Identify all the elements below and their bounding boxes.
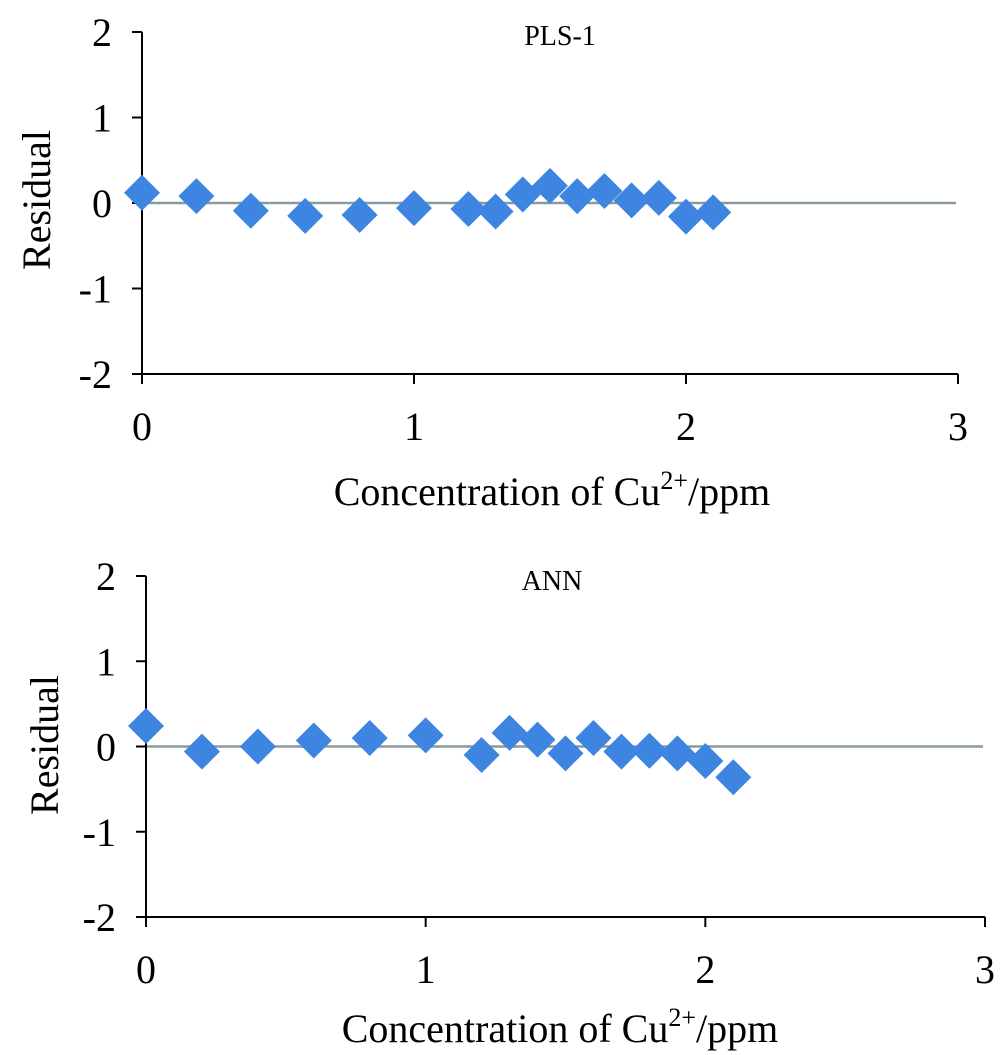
y-tick-label: -1 bbox=[83, 810, 116, 855]
data-point bbox=[287, 197, 324, 234]
data-point bbox=[341, 196, 378, 233]
x-axis-label-superscript: 2+ bbox=[660, 466, 688, 495]
y-tick-label: 2 bbox=[92, 10, 112, 55]
data-point bbox=[547, 735, 584, 772]
axes bbox=[136, 575, 986, 927]
data-point bbox=[183, 733, 220, 770]
chart-title: ANN bbox=[522, 566, 583, 597]
data-points bbox=[124, 167, 732, 235]
x-axis-label-unit: /ppm bbox=[696, 1006, 778, 1051]
data-point bbox=[575, 719, 612, 756]
data-point bbox=[178, 178, 215, 215]
data-point bbox=[603, 733, 640, 770]
data-point bbox=[463, 737, 500, 774]
y-tick-labels: 2 1 0 -1 -2 bbox=[83, 554, 116, 940]
data-point bbox=[659, 735, 696, 772]
y-axis-label: Residual bbox=[22, 675, 67, 815]
y-tick-label: 1 bbox=[96, 639, 116, 684]
data-point bbox=[239, 728, 276, 765]
data-point bbox=[396, 190, 432, 227]
data-point bbox=[631, 732, 668, 769]
data-point bbox=[124, 174, 160, 211]
data-point bbox=[559, 178, 596, 215]
chart-title: PLS-1 bbox=[524, 21, 596, 52]
data-point bbox=[351, 719, 388, 756]
data-point bbox=[295, 722, 332, 759]
x-axis-label: Concentration of Cu2+/ppm bbox=[334, 466, 771, 514]
x-tick-label: 2 bbox=[695, 947, 715, 992]
x-tick-label: 3 bbox=[975, 947, 995, 992]
data-point bbox=[613, 182, 650, 219]
data-point bbox=[668, 198, 704, 235]
data-point bbox=[407, 717, 444, 754]
chart-pls-1: PLS-1 2 1 0 -1 -2 0 1 2 3 Residual Concentratio… bbox=[14, 10, 968, 514]
data-point bbox=[519, 721, 556, 758]
y-tick-label: 1 bbox=[92, 96, 112, 141]
x-tick-label: 0 bbox=[132, 404, 152, 449]
x-tick-label: 0 bbox=[136, 947, 156, 992]
x-axis-label-unit: /ppm bbox=[688, 469, 770, 514]
x-axis-label-main: Concentration of Cu bbox=[342, 1006, 669, 1051]
y-axis-label: Residual bbox=[14, 130, 59, 270]
data-point bbox=[232, 192, 269, 229]
x-tick-label: 2 bbox=[676, 404, 696, 449]
data-point bbox=[491, 714, 528, 751]
y-tick-label: -2 bbox=[83, 895, 116, 940]
data-points bbox=[128, 708, 752, 796]
x-axis-label-main: Concentration of Cu bbox=[334, 469, 661, 514]
data-point bbox=[586, 173, 623, 210]
y-tick-labels: 2 1 0 -1 -2 bbox=[79, 10, 112, 397]
data-point bbox=[450, 190, 487, 227]
data-point bbox=[687, 742, 724, 779]
x-tick-label: 3 bbox=[948, 404, 968, 449]
x-tick-label: 1 bbox=[416, 947, 436, 992]
data-point bbox=[532, 167, 568, 204]
y-tick-label: -1 bbox=[79, 267, 112, 312]
data-point bbox=[504, 176, 541, 213]
x-tick-labels: 0 1 2 3 bbox=[136, 947, 995, 992]
data-point bbox=[715, 759, 752, 796]
data-point bbox=[640, 179, 677, 216]
x-axis-label: Concentration of Cu2+/ppm bbox=[342, 1003, 779, 1051]
chart-ann: ANN 2 1 0 -1 -2 0 1 2 3 Residual Concentration … bbox=[22, 554, 995, 1051]
data-point bbox=[128, 708, 164, 745]
x-tick-labels: 0 1 2 3 bbox=[132, 404, 968, 449]
x-tick-label: 1 bbox=[404, 404, 424, 449]
y-tick-label: 0 bbox=[92, 181, 112, 226]
y-tick-label: 2 bbox=[96, 554, 116, 599]
y-tick-label: -2 bbox=[79, 352, 112, 397]
y-tick-label: 0 bbox=[96, 725, 116, 770]
data-point bbox=[695, 194, 732, 231]
x-axis-label-superscript: 2+ bbox=[668, 1003, 696, 1032]
data-point bbox=[477, 193, 514, 230]
